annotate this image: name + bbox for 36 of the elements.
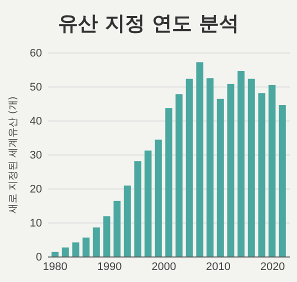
y-tick-label: 30	[30, 150, 42, 162]
bar	[134, 161, 142, 257]
bar	[165, 108, 172, 257]
y-tick-label: 60	[30, 48, 42, 60]
bar	[72, 242, 80, 257]
y-axis-title: 새로 지정된 세계유산 (개)	[8, 96, 19, 214]
y-tick-label: 20	[30, 184, 42, 196]
x-tick-label: 2000	[152, 260, 176, 273]
bar	[206, 78, 214, 257]
bar	[82, 238, 90, 257]
y-tick-label: 0	[36, 252, 42, 264]
bar	[154, 140, 162, 257]
bar	[227, 84, 234, 257]
y-tick-label: 40	[30, 116, 42, 128]
chart-title: 유산 지정 연도 분석	[58, 11, 239, 35]
y-tick-label: 50	[30, 82, 42, 94]
bar	[144, 150, 152, 257]
bar	[216, 98, 224, 257]
bar	[238, 71, 245, 257]
y-tick-label: 10	[30, 218, 42, 230]
bar	[92, 227, 100, 257]
bar	[124, 186, 131, 257]
bar	[103, 216, 110, 257]
bar	[258, 93, 266, 257]
bar	[114, 200, 121, 257]
bar	[278, 105, 286, 257]
x-tick-label: 2020	[260, 260, 285, 273]
bar	[268, 84, 276, 257]
bar	[62, 247, 69, 257]
bar	[176, 94, 183, 257]
bar	[196, 62, 204, 257]
x-tick-label: 1980	[42, 260, 68, 273]
x-tick-label: 2010	[206, 260, 230, 273]
x-tick-label: 1990	[97, 260, 122, 273]
bar	[186, 78, 193, 257]
bar	[248, 78, 255, 257]
